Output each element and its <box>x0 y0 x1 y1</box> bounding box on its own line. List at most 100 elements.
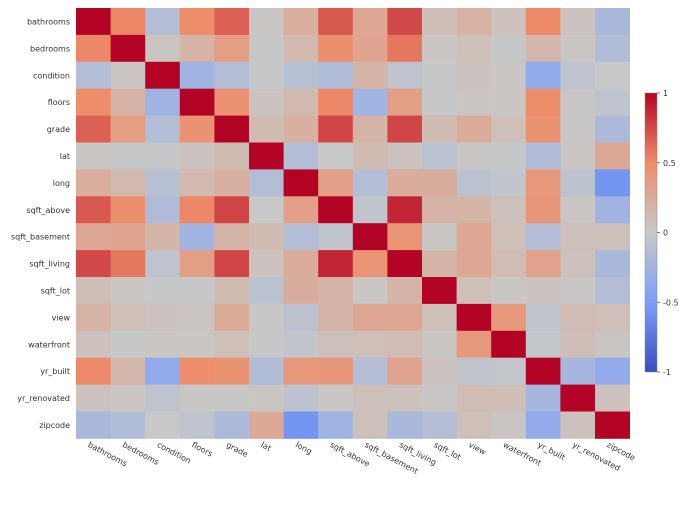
heatmap-cell-view-yr_renovated <box>560 303 596 332</box>
heatmap-cell-sqft_above-sqft_lot <box>422 196 457 224</box>
heatmap-cell-sqft_above-zipcode <box>595 196 630 224</box>
heatmap-cell-condition-sqft_lot <box>422 61 457 90</box>
y-tick-label-waterfront: waterfront <box>28 340 70 349</box>
heatmap-cell-condition-bedrooms <box>110 61 146 90</box>
heatmap-cell-sqft_above-sqft_above <box>318 196 354 224</box>
colorbar-tick-label: -1 <box>663 368 671 377</box>
heatmap-cell-sqft_living-bedrooms <box>110 250 146 278</box>
heatmap-cell-sqft_basement-bedrooms <box>110 223 146 251</box>
heatmap-cell-sqft_lot-sqft_above <box>318 277 354 305</box>
heatmap-cell-view-floors <box>179 303 215 332</box>
heatmap-cell-bedrooms-lat <box>249 34 284 63</box>
heatmap-cell-sqft_basement-sqft_basement <box>352 223 388 251</box>
heatmap-cell-floors-sqft_basement <box>352 88 388 116</box>
heatmap-cell-yr_renovated-bathrooms <box>76 384 111 412</box>
x-tick-label-grade: grade <box>225 440 250 459</box>
heatmap-cell-waterfront-sqft_basement <box>352 330 388 359</box>
heatmap-cell-grade-bathrooms <box>76 115 111 143</box>
heatmap-cell-sqft_lot-sqft_living <box>387 277 423 305</box>
heatmap-cell-waterfront-floors <box>179 330 215 359</box>
heatmap-cell-floors-view <box>456 88 492 116</box>
heatmap-cell-zipcode-floors <box>179 411 215 439</box>
heatmap-cell-bedrooms-bathrooms <box>76 34 111 63</box>
heatmap-cell-view-waterfront <box>491 303 527 332</box>
heatmap-cell-condition-zipcode <box>595 61 630 90</box>
heatmap-cell-condition-floors <box>179 61 215 90</box>
heatmap-cell-floors-sqft_above <box>318 88 354 116</box>
heatmap-cell-bathrooms-long <box>283 8 319 36</box>
heatmap-cell-long-floors <box>179 169 215 197</box>
heatmap-cell-yr_built-bedrooms <box>110 357 146 385</box>
heatmap-cell-yr_built-yr_renovated <box>560 357 596 385</box>
heatmap-cell-yr_built-grade <box>214 357 250 385</box>
heatmap-cell-waterfront-long <box>283 330 319 359</box>
heatmap-cell-yr_renovated-yr_built <box>525 384 561 412</box>
heatmap-cell-bedrooms-long <box>283 34 319 63</box>
heatmap-cell-sqft_basement-yr_renovated <box>560 223 596 251</box>
x-tick-label-floors: floors <box>190 440 214 458</box>
heatmap-cell-sqft_living-long <box>283 250 319 278</box>
heatmap-cell-sqft_basement-lat <box>249 223 284 251</box>
heatmap-cell-floors-lat <box>249 88 284 116</box>
heatmap-cell-sqft_basement-grade <box>214 223 250 251</box>
heatmap-cell-grade-view <box>456 115 492 143</box>
heatmap-cell-bedrooms-zipcode <box>595 34 630 63</box>
heatmap-cell-long-yr_renovated <box>560 169 596 197</box>
heatmap-cell-sqft_above-floors <box>179 196 215 224</box>
heatmap-cell-condition-lat <box>249 61 284 90</box>
heatmap-cell-lat-condition <box>145 142 181 170</box>
heatmap-cell-waterfront-grade <box>214 330 250 359</box>
x-tick-label-waterfront: waterfront <box>502 440 543 468</box>
heatmap-cell-waterfront-bedrooms <box>110 330 146 359</box>
y-tick-label-sqft_basement: sqft_basement <box>11 233 70 242</box>
heatmap-cell-long-sqft_basement <box>352 169 388 197</box>
heatmap-cell-condition-view <box>456 61 492 90</box>
heatmap-cell-yr_built-sqft_lot <box>422 357 457 385</box>
heatmap-cell-sqft_above-sqft_basement <box>352 196 388 224</box>
heatmap-cell-view-condition <box>145 303 181 332</box>
heatmap-cell-yr_built-floors <box>179 357 215 385</box>
heatmap-cell-yr_built-view <box>456 357 492 385</box>
heatmap-cell-long-view <box>456 169 492 197</box>
heatmap-cell-long-waterfront <box>491 169 527 197</box>
y-tick-label-lat: lat <box>60 152 70 161</box>
heatmap-cell-bedrooms-sqft_living <box>387 34 423 63</box>
heatmap-cell-long-bathrooms <box>76 169 111 197</box>
heatmap-cell-yr_renovated-view <box>456 384 492 412</box>
heatmap-cell-grade-sqft_lot <box>422 115 457 143</box>
heatmap-cell-sqft_above-condition <box>145 196 181 224</box>
heatmap-cell-sqft_above-lat <box>249 196 284 224</box>
heatmap-cell-zipcode-long <box>283 411 319 439</box>
heatmap-cell-bathrooms-sqft_living <box>387 8 423 36</box>
heatmap-cell-zipcode-waterfront <box>491 411 527 439</box>
heatmap-cell-yr_renovated-zipcode <box>595 384 630 412</box>
heatmap-cell-sqft_living-floors <box>179 250 215 278</box>
colorbar: 1 0.5 0 -0.5 -1 <box>644 89 679 377</box>
heatmap-cell-condition-sqft_basement <box>352 61 388 90</box>
heatmap-cell-zipcode-bathrooms <box>76 411 111 439</box>
heatmap-cell-sqft_living-yr_renovated <box>560 250 596 278</box>
heatmap-cell-yr_renovated-lat <box>249 384 284 412</box>
heatmap-cell-grade-sqft_living <box>387 115 423 143</box>
heatmap-cell-sqft_lot-zipcode <box>595 277 630 305</box>
heatmap-cell-sqft_lot-bathrooms <box>76 277 111 305</box>
heatmap-cell-sqft_basement-long <box>283 223 319 251</box>
heatmap-cell-lat-zipcode <box>595 142 630 170</box>
heatmap-cell-sqft_basement-yr_built <box>525 223 561 251</box>
heatmap-cell-bathrooms-view <box>456 8 492 36</box>
heatmap-cell-zipcode-lat <box>249 411 284 439</box>
heatmap-cell-bedrooms-sqft_above <box>318 34 354 63</box>
colorbar-tick-label: -0.5 <box>663 298 679 307</box>
heatmap-cell-waterfront-yr_renovated <box>560 330 596 359</box>
y-tick-label-condition: condition <box>33 71 70 80</box>
heatmap-cell-waterfront-bathrooms <box>76 330 111 359</box>
heatmap-cell-sqft_above-grade <box>214 196 250 224</box>
heatmap-cell-yr_renovated-yr_renovated <box>560 384 596 412</box>
heatmap-cell-long-sqft_living <box>387 169 423 197</box>
heatmap-cell-yr_built-yr_built <box>525 357 561 385</box>
heatmap-cell-yr_built-long <box>283 357 319 385</box>
heatmap-cell-sqft_above-bathrooms <box>76 196 111 224</box>
heatmap-cell-bathrooms-sqft_basement <box>352 8 388 36</box>
heatmap-cell-sqft_living-bathrooms <box>76 250 111 278</box>
heatmap-cell-bathrooms-sqft_above <box>318 8 354 36</box>
